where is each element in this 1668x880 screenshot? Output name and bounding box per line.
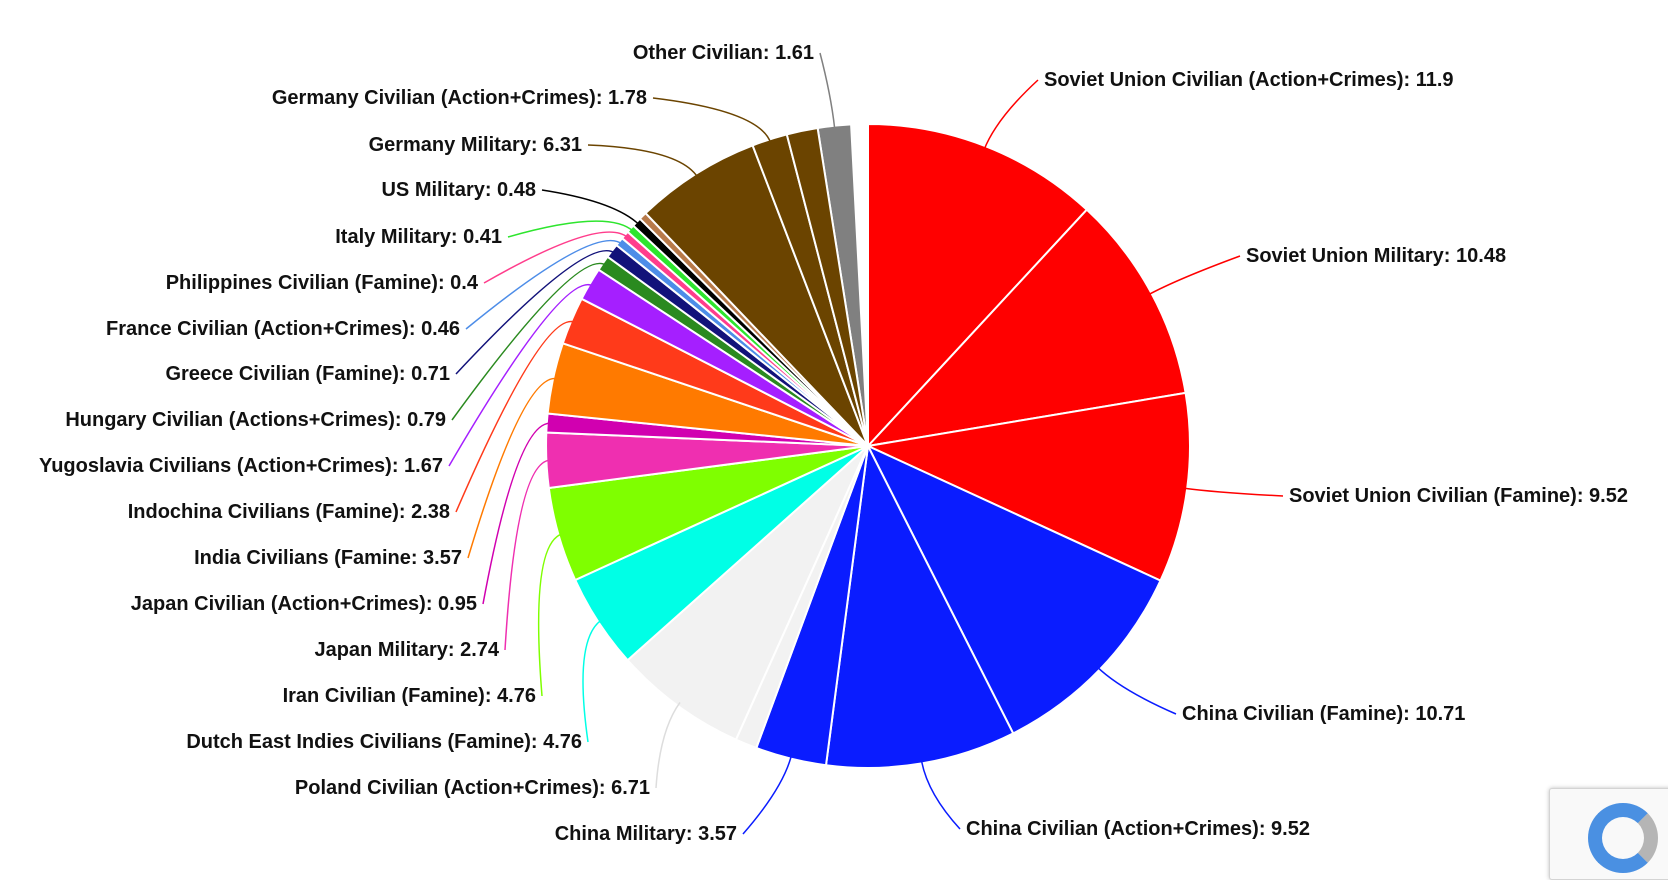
pie-filler-slice [638, 211, 869, 447]
slice-label: Other Civilian: 1.61 [633, 42, 814, 64]
slice-label: India Civilians (Famine: 3.57 [194, 547, 462, 569]
slice-label: Hungary Civilian (Actions+Crimes): 0.79 [65, 409, 446, 431]
leader-line [655, 701, 681, 789]
pie-filler-slice [734, 445, 869, 750]
slice-label: France Civilian (Action+Crimes): 0.46 [106, 318, 460, 340]
recaptcha-badge[interactable] [1549, 788, 1668, 880]
leader-line [455, 320, 576, 513]
leader-line [467, 377, 558, 559]
slice-label: US Military: 0.48 [381, 179, 536, 201]
slice-label: Germany Military: 6.31 [369, 134, 582, 156]
pie-chart: Soviet Union Civilian (Action+Crimes): 1… [39, 42, 1628, 845]
slice-label: Philippines Civilian (Famine): 0.4 [166, 272, 479, 294]
leader-line [482, 422, 551, 605]
slice-label: Dutch East Indies Civilians (Famine): 4.… [186, 731, 582, 753]
slice-label: China Civilian (Famine): 10.71 [1182, 703, 1465, 725]
slice-label: Greece Civilian (Famine): 0.71 [165, 363, 450, 385]
slice-label: Soviet Union Civilian (Action+Crimes): 1… [1044, 69, 1454, 91]
pie-filler-slices [638, 126, 869, 750]
leader-line [1096, 666, 1177, 715]
leader-line [1147, 255, 1241, 296]
leader-line [483, 231, 629, 284]
slice-label: China Civilian (Action+Crimes): 9.52 [966, 818, 1310, 840]
leader-line [742, 754, 793, 835]
pie-slices [545, 122, 1191, 769]
leader-lines [448, 52, 1284, 835]
leader-line [465, 239, 623, 330]
slice-label: Germany Civilian (Action+Crimes): 1.78 [272, 87, 647, 109]
leader-line [541, 189, 640, 226]
leader-line [983, 79, 1039, 151]
recaptcha-logo-icon [1588, 803, 1658, 873]
leader-line [537, 533, 563, 697]
slice-label: Soviet Union Civilian (Famine): 9.52 [1289, 485, 1628, 507]
leader-line [507, 220, 634, 238]
slice-label: Indochina Civilians (Famine): 2.38 [128, 501, 450, 523]
slice-label: Japan Civilian (Action+Crimes): 0.95 [131, 593, 477, 615]
leader-line [455, 249, 616, 375]
leader-line [504, 459, 551, 651]
pie-filler-slice [785, 126, 869, 447]
leader-line [582, 619, 603, 743]
leader-line [451, 262, 607, 421]
slice-label: Poland Civilian (Action+Crimes): 6.71 [295, 777, 650, 799]
slice-labels: Soviet Union Civilian (Action+Crimes): 1… [39, 42, 1628, 845]
leader-line [587, 144, 699, 178]
leader-line [1183, 487, 1284, 497]
slice-label: Yugoslavia Civilians (Action+Crimes): 1.… [39, 455, 443, 477]
leader-line [920, 759, 961, 830]
slice-label: Soviet Union Military: 10.48 [1246, 245, 1506, 267]
slice-label: Italy Military: 0.41 [335, 226, 502, 248]
leader-line [448, 283, 594, 467]
slice-label: Iran Civilian (Famine): 4.76 [283, 685, 536, 707]
leader-line [652, 97, 772, 144]
slice-label: China Military: 3.57 [555, 823, 737, 845]
slice-label: Japan Military: 2.74 [314, 639, 499, 661]
leader-line [819, 52, 836, 130]
